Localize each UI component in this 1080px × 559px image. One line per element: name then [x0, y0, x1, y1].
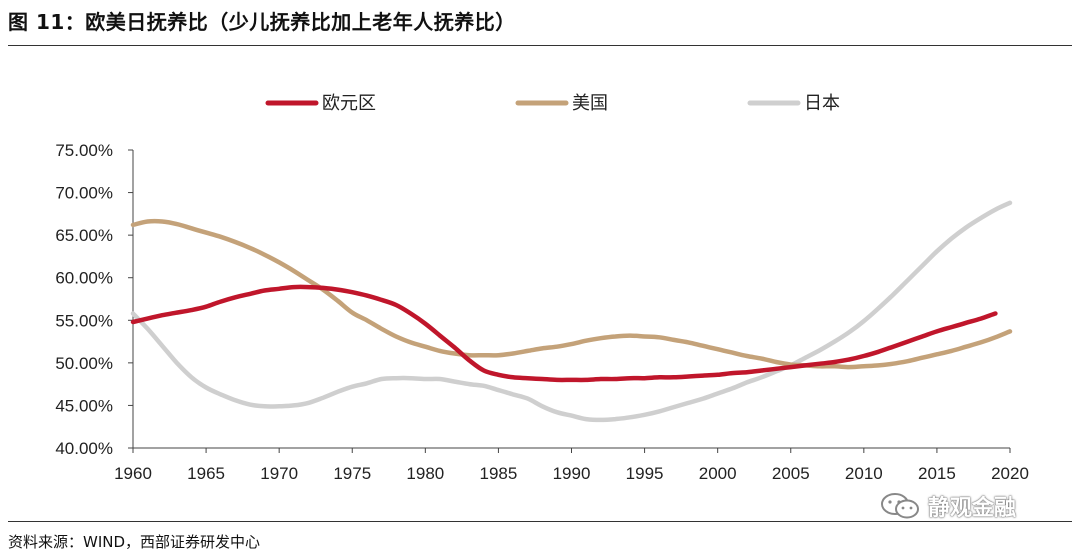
x-tick-label: 2005 — [772, 464, 810, 483]
series-line-1 — [130, 284, 998, 383]
y-tick-label: 60.00% — [55, 269, 113, 288]
wechat-icon — [881, 493, 919, 519]
x-tick-label: 2020 — [991, 464, 1029, 483]
x-tick-label: 1985 — [480, 464, 518, 483]
legend-label-2: 美国 — [572, 93, 608, 114]
legend-label-3: 日本 — [804, 93, 840, 114]
x-tick-label: 1965 — [187, 464, 225, 483]
y-tick-label: 70.00% — [55, 184, 113, 203]
x-tick-label: 1990 — [553, 464, 591, 483]
chart-title: 图 11：欧美日抚养比（少儿抚养比加上老年人抚养比） — [8, 10, 516, 34]
y-tick-label: 45.00% — [55, 396, 113, 415]
y-tick-label: 75.00% — [55, 141, 113, 160]
x-tick-label: 1960 — [114, 464, 152, 483]
bottom-rule — [8, 521, 1072, 522]
x-tick-label: 1980 — [406, 464, 444, 483]
series-line-2 — [130, 218, 1013, 370]
x-tick-label: 1995 — [626, 464, 664, 483]
x-tick-label: 2015 — [918, 464, 956, 483]
x-tick-label: 1975 — [333, 464, 371, 483]
watermark-text: 静观金融 — [928, 496, 1017, 521]
legend-label-1: 欧元区 — [322, 93, 376, 114]
y-tick-label: 65.00% — [55, 226, 113, 245]
watermark: 静观金融 — [880, 490, 1016, 522]
y-tick-label: 50.00% — [55, 354, 113, 373]
y-tick-label: 40.00% — [55, 439, 113, 458]
series-line-3 — [130, 200, 1013, 423]
x-tick-label: 2010 — [845, 464, 883, 483]
x-tick-label: 2000 — [699, 464, 737, 483]
y-tick-label: 55.00% — [55, 311, 113, 330]
top-rule — [8, 45, 1072, 46]
x-tick-label: 1970 — [260, 464, 298, 483]
source-note: 资料来源：WIND，西部证券研发中心 — [8, 533, 261, 551]
